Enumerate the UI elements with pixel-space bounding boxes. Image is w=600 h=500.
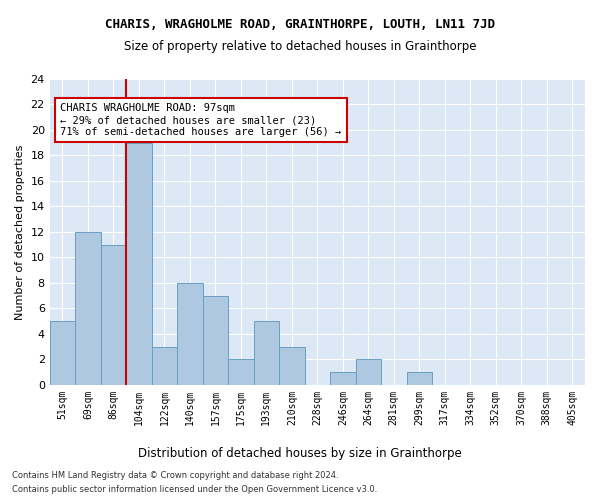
Bar bbox=[407, 372, 432, 385]
Bar bbox=[330, 372, 356, 385]
Bar bbox=[75, 232, 101, 385]
Text: Distribution of detached houses by size in Grainthorpe: Distribution of detached houses by size … bbox=[138, 448, 462, 460]
Text: CHARIS, WRAGHOLME ROAD, GRAINTHORPE, LOUTH, LN11 7JD: CHARIS, WRAGHOLME ROAD, GRAINTHORPE, LOU… bbox=[105, 18, 495, 30]
Bar bbox=[254, 321, 279, 385]
Bar bbox=[177, 283, 203, 385]
Bar bbox=[356, 360, 381, 385]
Text: Contains HM Land Registry data © Crown copyright and database right 2024.: Contains HM Land Registry data © Crown c… bbox=[12, 471, 338, 480]
Bar bbox=[152, 346, 177, 385]
Text: Contains public sector information licensed under the Open Government Licence v3: Contains public sector information licen… bbox=[12, 485, 377, 494]
Y-axis label: Number of detached properties: Number of detached properties bbox=[15, 144, 25, 320]
Bar bbox=[126, 142, 152, 385]
Bar bbox=[203, 296, 228, 385]
Bar bbox=[228, 360, 254, 385]
Bar bbox=[101, 244, 126, 385]
Bar bbox=[279, 346, 305, 385]
Bar bbox=[50, 321, 75, 385]
Text: CHARIS WRAGHOLME ROAD: 97sqm
← 29% of detached houses are smaller (23)
71% of se: CHARIS WRAGHOLME ROAD: 97sqm ← 29% of de… bbox=[61, 104, 341, 136]
Text: Size of property relative to detached houses in Grainthorpe: Size of property relative to detached ho… bbox=[124, 40, 476, 53]
